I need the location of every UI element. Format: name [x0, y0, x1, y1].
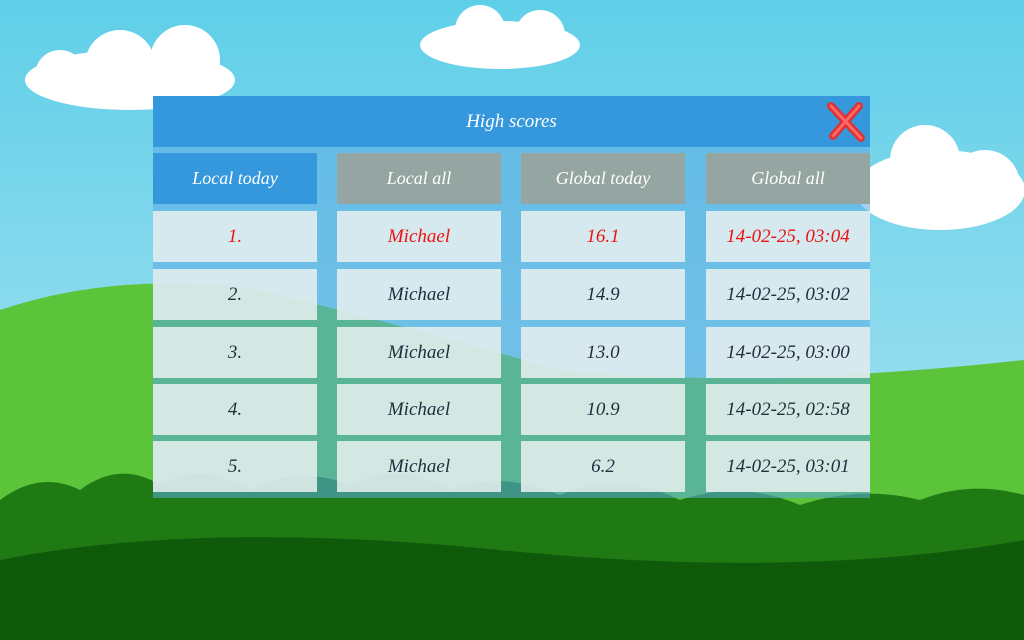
date: 14-02-25, 03:04 [706, 211, 870, 262]
score: 16.1 [521, 211, 685, 262]
rank: 1. [153, 211, 317, 262]
date: 14-02-25, 02:58 [706, 384, 870, 435]
player-name: Michael [337, 441, 501, 492]
rank: 2. [153, 269, 317, 320]
high-scores-panel: High scores Local today Local all Global t… [153, 96, 870, 498]
tab[interactable]: Global today [521, 153, 685, 204]
score: 6.2 [521, 441, 685, 492]
date: 14-02-25, 03:02 [706, 269, 870, 320]
rank: 3. [153, 327, 317, 378]
player-name: Michael [337, 269, 501, 320]
tab[interactable]: Local today [153, 153, 317, 204]
close-button[interactable] [825, 100, 867, 142]
score: 14.9 [521, 269, 685, 320]
score: 13.0 [521, 327, 685, 378]
panel-title: High scores [153, 96, 870, 147]
clouds [25, 5, 1024, 230]
player-name: Michael [337, 211, 501, 262]
date: 14-02-25, 03:01 [706, 441, 870, 492]
tab[interactable]: Local all [337, 153, 501, 204]
rank: 4. [153, 384, 317, 435]
score: 10.9 [521, 384, 685, 435]
player-name: Michael [337, 384, 501, 435]
rank: 5. [153, 441, 317, 492]
date: 14-02-25, 03:00 [706, 327, 870, 378]
tab[interactable]: Global all [706, 153, 870, 204]
player-name: Michael [337, 327, 501, 378]
